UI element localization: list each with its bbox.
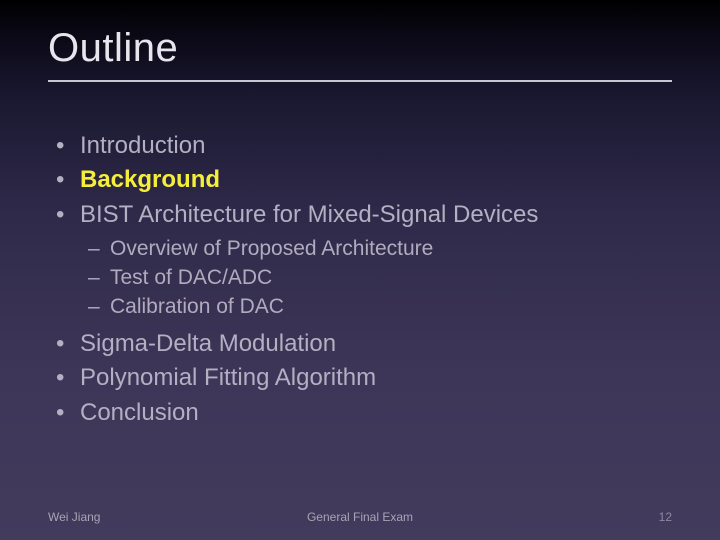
slide-footer: Wei Jiang General Final Exam 12 [48,510,672,524]
outline-sublist: Overview of Proposed Architecture Test o… [48,235,672,322]
bullet-background: Background [48,164,672,196]
outline-list: Introduction Background BIST Architectur… [48,130,672,429]
subbullet-test-dac-adc: Test of DAC/ADC [48,264,672,293]
bullet-polynomial: Polynomial Fitting Algorithm [48,362,672,394]
slide-title: Outline [48,26,178,71]
bullet-conclusion: Conclusion [48,397,672,429]
footer-title: General Final Exam [307,510,413,524]
slide-body: Introduction Background BIST Architectur… [48,130,672,431]
bullet-sigma-delta: Sigma-Delta Modulation [48,328,672,360]
title-underline [48,80,672,82]
footer-author: Wei Jiang [48,510,100,524]
bullet-bist-architecture: BIST Architecture for Mixed-Signal Devic… [48,199,672,231]
footer-page-number: 12 [659,510,672,524]
bullet-introduction: Introduction [48,130,672,162]
subbullet-overview: Overview of Proposed Architecture [48,235,672,264]
subbullet-calibration: Calibration of DAC [48,293,672,322]
